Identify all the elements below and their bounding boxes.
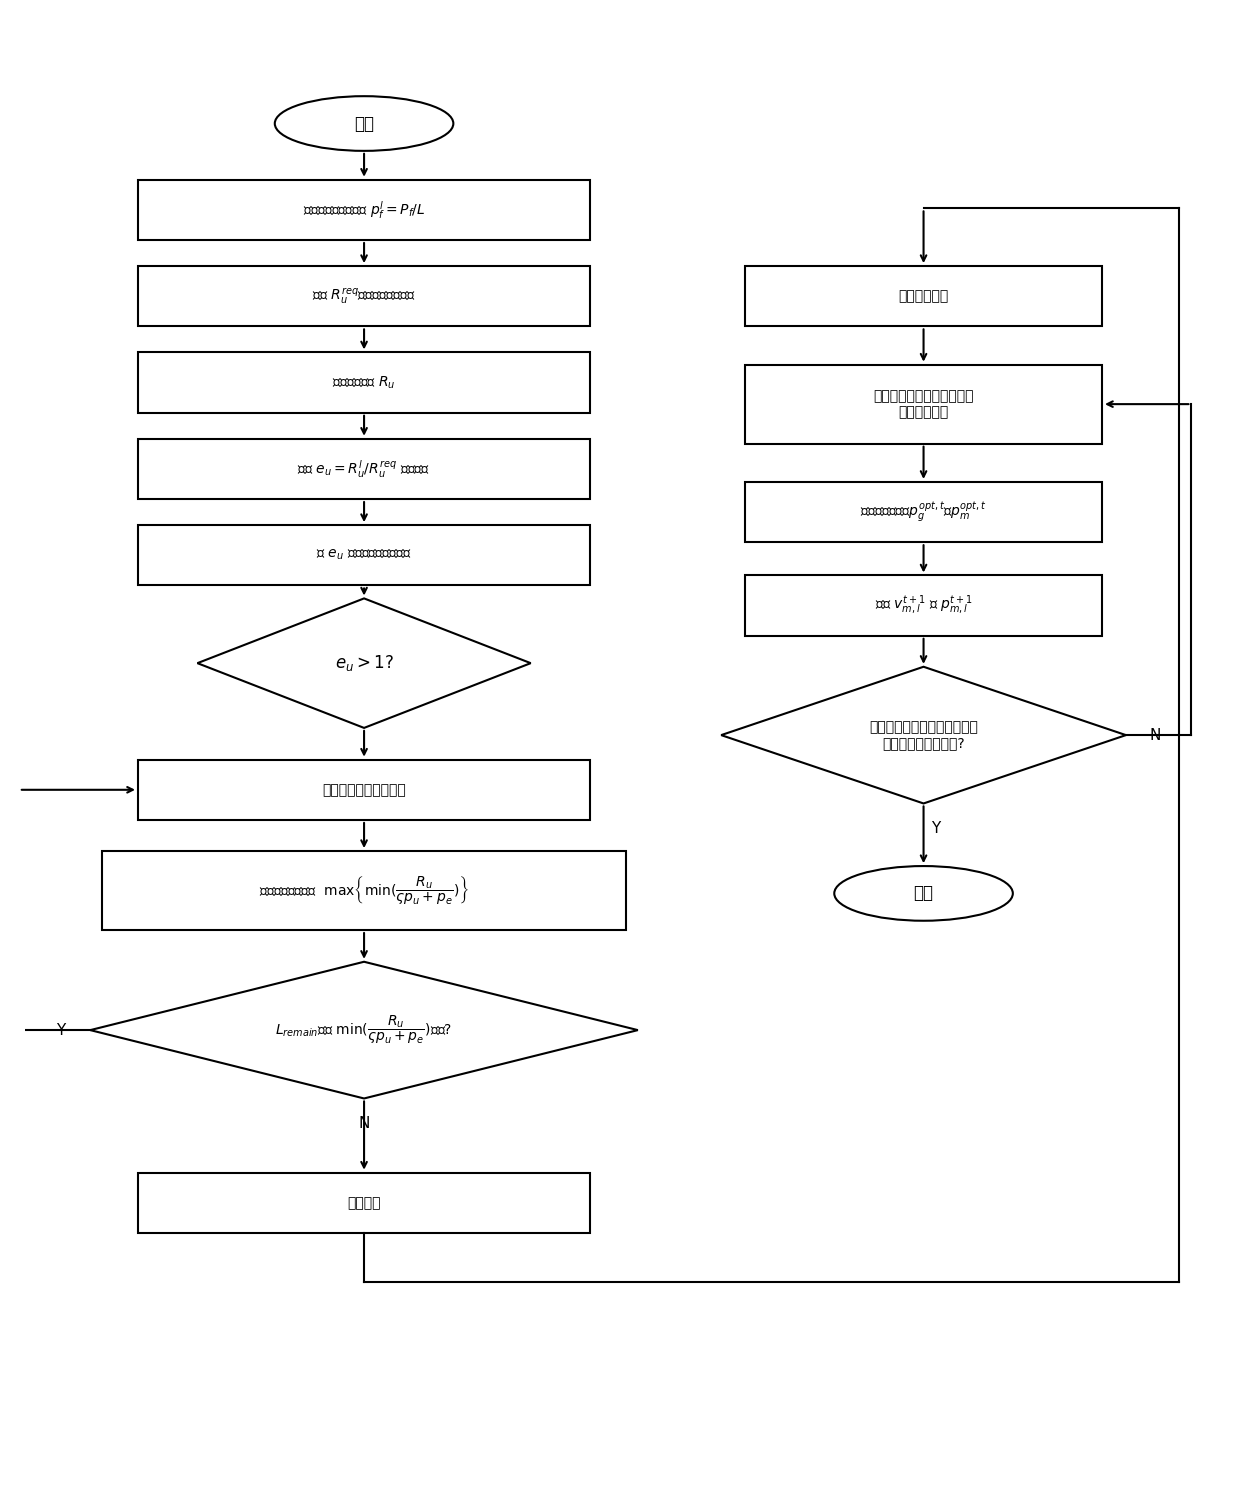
Bar — [138, 180, 590, 240]
Bar — [138, 265, 590, 327]
Bar — [745, 481, 1102, 543]
Text: Y: Y — [56, 1022, 66, 1037]
Bar — [138, 439, 590, 499]
Text: 按照 $R_u^{req}$正排序分配子信道: 按照 $R_u^{req}$正排序分配子信道 — [312, 286, 415, 306]
Text: 计算传输速率 $R_u$: 计算传输速率 $R_u$ — [332, 375, 396, 391]
Text: $e_u >1$?: $e_u >1$? — [335, 654, 393, 673]
Text: 取出能效最小值子信道: 取出能效最小值子信道 — [322, 782, 405, 797]
Bar — [138, 1172, 590, 1234]
Bar — [138, 525, 590, 586]
Text: 功率分配: 功率分配 — [347, 1196, 381, 1210]
Text: 按 $e_u$ 顺序对子信道再分配: 按 $e_u$ 顺序对子信道再分配 — [316, 549, 412, 562]
Bar — [138, 760, 590, 820]
Text: 结束: 结束 — [914, 884, 934, 902]
Text: N: N — [358, 1115, 370, 1130]
Text: 初始化均分发射功率 $p_f^l = P_f/L$: 初始化均分发射功率 $p_f^l = P_f/L$ — [303, 199, 425, 220]
Text: 更新 $v_{m,l}^{t+1}$ 和 $p_{m,l}^{t+1}$: 更新 $v_{m,l}^{t+1}$ 和 $p_{m,l}^{t+1}$ — [874, 594, 972, 618]
Text: N: N — [1149, 727, 1161, 742]
Text: $L_{remain}$能否 $\min(\dfrac{R_u}{\varsigma p_u+p_e})$提升?: $L_{remain}$能否 $\min(\dfrac{R_u}{\varsig… — [275, 1013, 453, 1046]
Bar — [745, 576, 1102, 636]
Bar — [138, 352, 590, 412]
Bar — [745, 265, 1102, 327]
Text: 满足最大迭代次数或者全局最
优位置满足最小界限?: 满足最大迭代次数或者全局最 优位置满足最小界限? — [869, 720, 978, 750]
Bar — [102, 851, 626, 929]
Text: 开始: 开始 — [355, 114, 374, 132]
Text: 根据适应度计算$p_g^{opt,t}$和$p_m^{opt,t}$: 根据适应度计算$p_g^{opt,t}$和$p_m^{opt,t}$ — [861, 501, 987, 523]
Text: 初始化粒子群: 初始化粒子群 — [899, 289, 949, 303]
Text: Y: Y — [931, 821, 940, 836]
Bar — [745, 364, 1102, 444]
Text: 执行最大最小算法  $\max\left\{\min(\dfrac{R_u}{\varsigma p_u+p_e})\right\}$: 执行最大最小算法 $\max\left\{\min(\dfrac{R_u}{\v… — [259, 874, 469, 907]
Text: 计算每个粒子的适应度和平
均适应度方差: 计算每个粒子的适应度和平 均适应度方差 — [873, 390, 973, 420]
Text: 计算 $e_u = R_u^l/R_u^{req}$ 并倒排序: 计算 $e_u = R_u^l/R_u^{req}$ 并倒排序 — [298, 457, 430, 480]
